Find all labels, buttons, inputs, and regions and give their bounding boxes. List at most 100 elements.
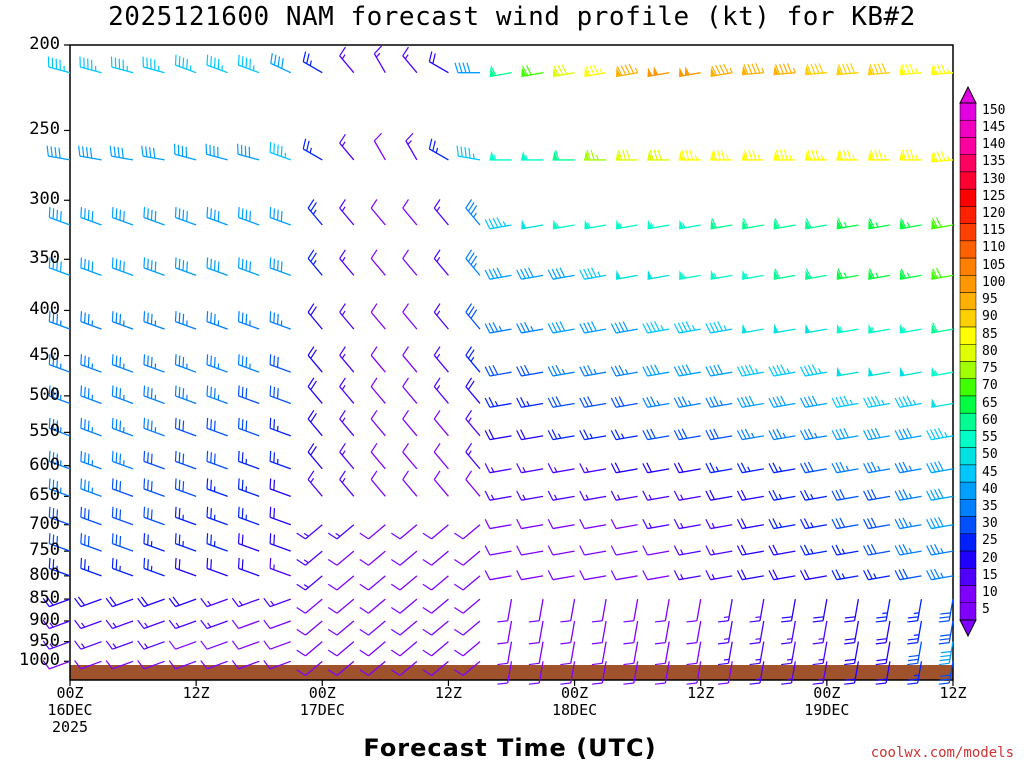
- wind-barb: [710, 269, 733, 280]
- wind-barb: [143, 450, 165, 470]
- wind-barb: [111, 506, 134, 526]
- wind-barb: [875, 641, 891, 666]
- y-tick-label: 650: [29, 485, 60, 506]
- wind-barb: [623, 661, 639, 685]
- colorbar-label: 10: [982, 585, 998, 601]
- wind-barb: [137, 640, 165, 650]
- wind-barb: [237, 557, 260, 577]
- wind-barb: [48, 385, 71, 405]
- colorbar-label: 45: [982, 464, 998, 480]
- colorbar-segment: [959, 223, 977, 242]
- wind-barb: [579, 545, 607, 556]
- wind-barb: [80, 506, 102, 526]
- colorbar-segment: [959, 361, 977, 379]
- wind-barb: [428, 138, 449, 161]
- wind-barb: [560, 620, 576, 645]
- wind-barb: [174, 478, 197, 497]
- wind-barb: [80, 478, 102, 497]
- wind-barb: [402, 470, 418, 497]
- wind-barb: [868, 268, 891, 280]
- wind-barb: [484, 217, 512, 230]
- wind-barb: [422, 575, 449, 591]
- wind-barb: [579, 518, 607, 530]
- x-tick-label: 12Z: [182, 684, 210, 702]
- wind-barb: [206, 311, 228, 330]
- wind-barb: [836, 366, 859, 377]
- wind-barb: [370, 249, 386, 276]
- wind-barb: [484, 365, 512, 377]
- wind-barb: [678, 149, 701, 161]
- wind-barb: [610, 490, 638, 501]
- wind-barb: [768, 364, 796, 377]
- wind-barb: [717, 641, 733, 666]
- wind-barb: [174, 257, 197, 276]
- wind-barb: [736, 489, 764, 501]
- wind-barb: [390, 550, 418, 566]
- wind-barb: [48, 311, 71, 330]
- wind-barb: [831, 569, 859, 581]
- wind-barb: [339, 303, 355, 330]
- wind-barb: [422, 620, 449, 636]
- wind-barb: [390, 641, 418, 657]
- wind-barb: [296, 641, 323, 657]
- x-tick-label: 12Z: [434, 684, 462, 702]
- credit-link[interactable]: coolwx.com/models: [870, 745, 1014, 761]
- wind-barb: [615, 63, 639, 78]
- wind-barb: [174, 354, 197, 373]
- wind-barb: [433, 249, 449, 276]
- wind-barb: [673, 570, 701, 581]
- wind-barb: [237, 207, 260, 226]
- colorbar-label: 55: [982, 430, 998, 446]
- wind-barb: [339, 346, 355, 373]
- wind-barb: [799, 461, 827, 474]
- wind-barb: [484, 570, 512, 581]
- wind-barb: [206, 533, 228, 552]
- wind-barb: [552, 64, 575, 78]
- wind-barb: [552, 219, 575, 230]
- wind-barb: [370, 442, 386, 470]
- wind-barb: [237, 450, 260, 470]
- wind-barb: [875, 598, 891, 623]
- wind-barb: [610, 396, 638, 408]
- wind-barb: [654, 661, 670, 685]
- wind-barb: [547, 396, 575, 408]
- wind-barb: [370, 377, 386, 404]
- colorbar-bottom-arrow: [959, 619, 977, 638]
- y-tick-label: 1000: [19, 650, 60, 671]
- wind-barb: [926, 461, 954, 474]
- wind-barb: [105, 596, 134, 608]
- wind-barb: [804, 63, 827, 76]
- wind-barb: [390, 620, 418, 636]
- wind-barb: [359, 620, 386, 636]
- wind-barb: [736, 428, 764, 441]
- wind-barb: [831, 489, 859, 501]
- wind-barb: [359, 598, 386, 614]
- wind-barb: [673, 321, 701, 334]
- wind-barb: [80, 417, 102, 437]
- wind-barb: [799, 364, 827, 377]
- wind-barb: [584, 64, 607, 78]
- y-tick-label: 550: [29, 421, 60, 442]
- colorbar-segment: [959, 602, 977, 621]
- wind-barb: [773, 218, 796, 230]
- wind-barb: [74, 596, 102, 608]
- wind-barb: [642, 321, 670, 334]
- wind-barb: [307, 346, 323, 373]
- wind-barb: [484, 490, 512, 501]
- wind-barb: [307, 303, 323, 330]
- wind-barb: [263, 660, 291, 670]
- wind-barb: [705, 321, 733, 334]
- wind-barb: [79, 56, 102, 74]
- wind-barb: [749, 661, 765, 685]
- wind-barb: [560, 598, 576, 623]
- wind-barb: [863, 395, 891, 408]
- wind-barb: [584, 219, 607, 230]
- wind-barb: [516, 570, 544, 581]
- wind-barb: [610, 462, 638, 474]
- wind-barb: [768, 462, 796, 474]
- wind-barb: [642, 545, 670, 556]
- wind-barb: [111, 450, 134, 470]
- wind-barb: [863, 543, 891, 556]
- x-tick-label: 00Z 18DEC: [551, 684, 598, 719]
- wind-barb: [642, 462, 670, 474]
